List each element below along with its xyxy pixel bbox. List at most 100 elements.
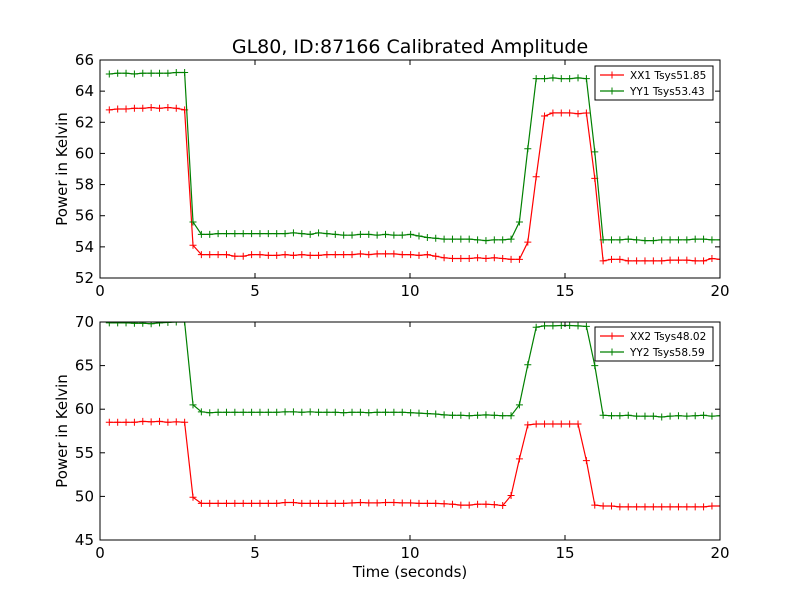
y-axis-label: Power in Kelvin [53, 112, 71, 226]
data-point [298, 408, 306, 416]
data-point [340, 251, 348, 259]
data-point [557, 322, 565, 329]
data-point [398, 408, 406, 416]
data-point [222, 499, 230, 507]
data-point [356, 499, 364, 507]
y-tick-label: 54 [75, 238, 94, 256]
data-point [139, 69, 147, 77]
data-point [482, 411, 490, 419]
data-point [532, 173, 540, 181]
data-point [197, 408, 205, 416]
data-point [156, 322, 164, 327]
data-point [214, 230, 222, 238]
data-point [373, 408, 381, 416]
data-point [114, 69, 122, 77]
data-point [273, 499, 281, 507]
legend-box [594, 65, 714, 101]
legend: XX2 Tsys48.02 YY2 Tsys58.59 [594, 326, 714, 362]
data-point [315, 499, 323, 507]
data-point [582, 457, 590, 465]
data-point [515, 218, 523, 226]
data-point [181, 322, 189, 326]
data-point [633, 257, 641, 265]
data-point [206, 251, 214, 259]
data-point [649, 257, 657, 265]
data-point [306, 499, 314, 507]
data-point [641, 237, 649, 245]
data-point [474, 236, 482, 244]
data-point [122, 418, 130, 426]
data-point [231, 408, 239, 416]
data-point [407, 251, 415, 259]
data-point [599, 411, 607, 419]
data-point [541, 322, 549, 330]
data-point [582, 109, 590, 117]
data-point [348, 408, 356, 416]
data-point [214, 499, 222, 507]
data-point [156, 69, 164, 77]
data-point [574, 74, 582, 82]
legend-entry: XX2 Tsys48.02 [630, 331, 706, 343]
x-tick-label: 5 [250, 544, 260, 562]
data-point [674, 236, 682, 244]
data-point [716, 236, 720, 244]
data-point [658, 257, 666, 265]
data-point [691, 503, 699, 511]
data-point [507, 412, 515, 420]
data-point [691, 412, 699, 420]
data-point [608, 236, 615, 244]
data-point [457, 255, 465, 263]
data-point [666, 412, 674, 420]
data-point [231, 230, 239, 238]
y-tick-label: 55 [75, 444, 94, 462]
series-1 [105, 103, 720, 265]
data-point [683, 236, 691, 244]
legend-marker [608, 87, 616, 95]
data-point [700, 257, 708, 265]
data-point [649, 503, 657, 511]
data-point [616, 255, 624, 263]
x-tick-label: 0 [95, 544, 105, 562]
data-point [423, 234, 431, 242]
data-point [356, 408, 364, 416]
data-point [256, 251, 264, 259]
data-point [624, 257, 632, 265]
data-point [382, 250, 390, 258]
data-point [566, 109, 574, 117]
data-point [222, 408, 230, 416]
data-point [356, 230, 364, 238]
data-point [206, 230, 214, 238]
data-point [114, 322, 122, 327]
data-point [499, 236, 507, 244]
data-point [105, 70, 113, 78]
data-point [147, 418, 155, 426]
series-2 [105, 322, 720, 421]
data-point [658, 236, 666, 244]
data-point [524, 145, 532, 153]
data-point [147, 69, 155, 77]
data-point [298, 230, 306, 238]
data-point [524, 238, 532, 246]
data-point [264, 251, 272, 259]
x-tick-label: 10 [400, 544, 419, 562]
data-point [599, 257, 607, 265]
data-point [608, 412, 615, 420]
y-tick-label: 45 [75, 531, 94, 549]
data-point [189, 493, 197, 501]
data-point [524, 421, 532, 429]
data-point [683, 256, 691, 264]
data-point [683, 412, 691, 420]
data-point [716, 502, 720, 510]
data-point [122, 322, 130, 327]
x-tick-label: 15 [555, 544, 574, 562]
data-point [239, 252, 247, 260]
data-point [172, 418, 180, 426]
data-point [197, 230, 205, 238]
x-tick-label: 0 [95, 282, 105, 300]
data-point [448, 500, 456, 508]
data-point [105, 106, 113, 114]
data-point [591, 501, 599, 509]
data-point [457, 501, 465, 509]
data-point [315, 408, 323, 416]
